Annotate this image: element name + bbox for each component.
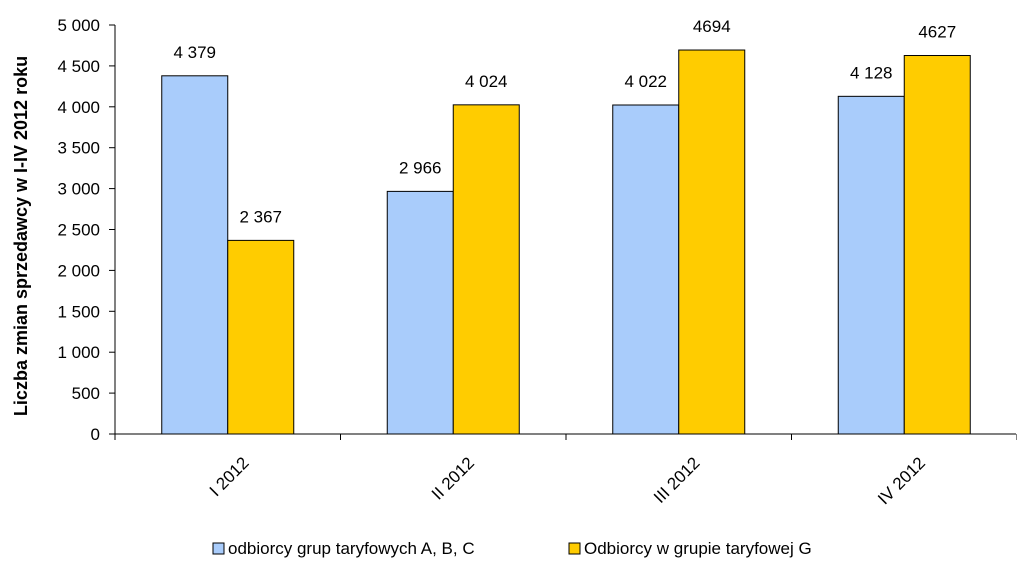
legend-swatch — [568, 542, 581, 555]
bar — [452, 104, 520, 435]
y-tick-label: 0 — [91, 425, 100, 444]
bar — [386, 190, 454, 435]
x-tick-label: II 2012 — [428, 453, 478, 503]
bar — [903, 55, 971, 435]
y-tick-label: 4 500 — [57, 57, 100, 76]
y-tick-label: 3 000 — [57, 180, 100, 199]
legend-label: Odbiorcy w grupie taryfowej G — [584, 539, 812, 558]
y-tick-label: 1 000 — [57, 343, 100, 362]
data-label: 4694 — [693, 17, 731, 36]
legend-swatch — [212, 542, 225, 555]
bar — [678, 49, 746, 435]
y-tick-label: 3 500 — [57, 139, 100, 158]
legend: odbiorcy grup taryfowych A, B, C Odbiorcy… — [212, 539, 812, 558]
y-tick-label: 4 000 — [57, 98, 100, 117]
y-axis-label: Liczba zmian sprzedawcy w I-IV 2012 roku — [11, 56, 31, 416]
bar — [161, 75, 229, 435]
x-tick-label: IV 2012 — [874, 453, 929, 508]
y-tick-label: 2 000 — [57, 261, 100, 280]
legend-label: odbiorcy grup taryfowych A, B, C — [228, 539, 475, 558]
data-label: 2 966 — [399, 158, 442, 177]
y-tick-label: 5 000 — [57, 16, 100, 35]
y-tick-label: 1 500 — [57, 302, 100, 321]
data-label: 4 379 — [173, 43, 216, 62]
data-label: 4627 — [918, 23, 956, 42]
data-label: 4 022 — [624, 72, 667, 91]
data-label: 4 024 — [465, 72, 508, 91]
data-label: 4 128 — [850, 63, 893, 82]
bar — [612, 104, 680, 435]
y-tick-label: 2 500 — [57, 221, 100, 240]
data-label: 2 367 — [239, 207, 282, 226]
bar — [227, 239, 295, 435]
bar — [837, 95, 905, 435]
y-tick-label: 500 — [72, 384, 100, 403]
x-tick-label: I 2012 — [206, 453, 253, 500]
x-tick-label: III 2012 — [650, 453, 704, 507]
